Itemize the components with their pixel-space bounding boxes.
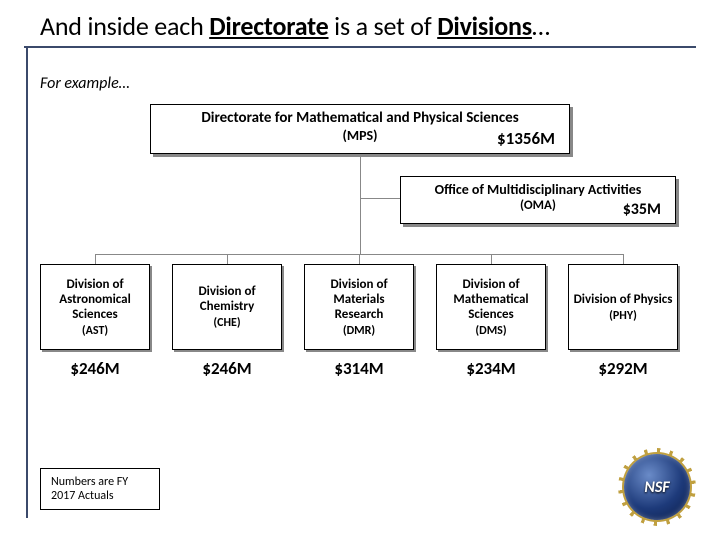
directorate-budget: $1356M	[497, 128, 555, 149]
division-name: Division of Chemistry	[177, 284, 277, 314]
division-budget: $292M	[568, 358, 678, 379]
division-box: Division of Astronomical Sciences (AST)	[40, 264, 150, 350]
directorate-name: Directorate for Mathematical and Physica…	[157, 109, 563, 127]
division-abbr: (DMS)	[441, 324, 541, 338]
nsf-logo-text: NSF	[644, 478, 669, 497]
org-line	[623, 254, 624, 264]
title-rule-horizontal	[24, 46, 696, 48]
title-pre: And inside each	[40, 10, 209, 42]
division-budget: $234M	[436, 358, 546, 379]
division-budget: $314M	[304, 358, 414, 379]
division-abbr: (AST)	[45, 324, 145, 338]
division-name: Division of Physics	[573, 292, 673, 307]
division-abbr: (CHE)	[177, 316, 277, 330]
office-budget: $35M	[623, 200, 661, 219]
org-line	[360, 154, 361, 254]
division-name: Division of Mathematical Sciences	[441, 277, 541, 322]
division-box: Division of Chemistry (CHE)	[172, 264, 282, 350]
directorate-box: Directorate for Mathematical and Physica…	[150, 104, 570, 154]
division-budget: $246M	[40, 358, 150, 379]
office-name: Office of Multidisciplinary Activities	[407, 181, 669, 198]
org-line	[95, 254, 96, 264]
title-u1: Directorate	[209, 10, 328, 42]
title-mid: is a set of	[329, 10, 438, 42]
footnote: Numbers are FY 2017 Actuals	[40, 468, 160, 510]
division-budget: $246M	[172, 358, 282, 379]
org-line	[360, 198, 400, 199]
division-box: Division of Physics (PHY)	[568, 264, 678, 350]
title-u2: Divisions	[437, 10, 532, 42]
division-abbr: (DMR)	[309, 324, 409, 338]
org-line	[491, 254, 492, 264]
title-rule-vertical	[26, 46, 28, 518]
division-box: Division of Materials Research (DMR)	[304, 264, 414, 350]
page-title: And inside each Directorate is a set of …	[40, 10, 550, 42]
division-abbr: (PHY)	[573, 309, 673, 323]
division-name: Division of Astronomical Sciences	[45, 277, 145, 322]
title-post: …	[532, 10, 550, 42]
subnote: For example…	[40, 74, 130, 93]
division-name: Division of Materials Research	[309, 277, 409, 322]
org-line	[227, 254, 228, 264]
office-box: Office of Multidisciplinary Activities (…	[400, 176, 676, 224]
division-box: Division of Mathematical Sciences (DMS)	[436, 264, 546, 350]
nsf-logo: NSF	[624, 454, 690, 520]
org-line	[359, 254, 360, 264]
